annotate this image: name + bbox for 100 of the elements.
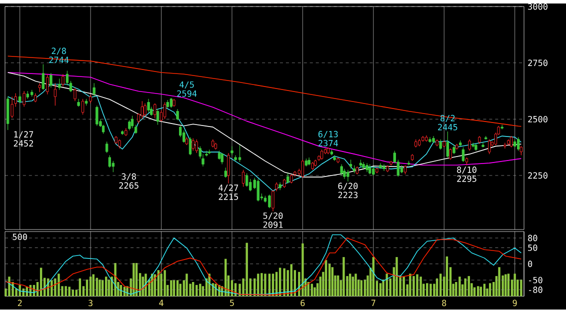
- candlestick: [382, 164, 386, 172]
- candlestick: [227, 152, 230, 184]
- candlestick: [224, 168, 227, 178]
- candlestick: [176, 108, 179, 121]
- candlestick: [140, 101, 144, 120]
- bar: [480, 286, 482, 296]
- candlestick: [249, 178, 252, 192]
- candlestick: [220, 152, 224, 165]
- candlestick: [368, 164, 372, 175]
- bar: [307, 282, 310, 296]
- bar: [379, 283, 382, 296]
- bar: [214, 284, 217, 296]
- bar: [264, 274, 266, 296]
- bar: [342, 257, 345, 296]
- candlestick: [517, 137, 520, 152]
- bar: [86, 280, 88, 296]
- bar: [132, 263, 135, 296]
- bar: [170, 280, 172, 296]
- candlestick: [66, 70, 69, 86]
- x-tick-label: 4: [159, 300, 164, 306]
- candlestick: [112, 160, 115, 173]
- candlestick: [46, 74, 49, 95]
- bar: [160, 274, 162, 296]
- bar: [50, 280, 53, 296]
- bar: [426, 283, 428, 296]
- candlestick: [192, 138, 194, 152]
- candlestick: [238, 144, 242, 162]
- x-tick-label: 8: [442, 300, 446, 306]
- candlestick: [242, 170, 245, 188]
- candlestick: [286, 173, 290, 184]
- bar: [348, 274, 352, 296]
- y2-tick-label: -50: [529, 277, 542, 284]
- candlestick: [92, 83, 96, 98]
- candlestick: [268, 194, 271, 209]
- candlestick: [256, 178, 260, 202]
- candlestick: [163, 102, 166, 120]
- candlestick: [446, 131, 449, 158]
- bar: [409, 274, 412, 296]
- bar: [498, 267, 500, 296]
- candlestick: [510, 136, 513, 148]
- candlestick: [245, 173, 248, 188]
- candlestick: [404, 165, 407, 175]
- bar: [164, 270, 166, 296]
- x-tick-label: 6: [300, 300, 305, 306]
- candlestick: [195, 139, 198, 154]
- bar: [114, 263, 116, 296]
- candlestick: [50, 72, 52, 88]
- bar: [420, 276, 422, 296]
- candlestick: [340, 164, 343, 176]
- candlestick: [349, 160, 352, 170]
- candlestick: [462, 147, 465, 162]
- x-tick-label: 7: [371, 300, 376, 306]
- bar: [331, 267, 334, 296]
- candlestick: [74, 88, 76, 102]
- bar: [98, 280, 101, 296]
- candlestick: [156, 108, 160, 126]
- bar: [199, 284, 202, 296]
- bar: [144, 274, 147, 296]
- candlestick: [69, 80, 72, 93]
- candlestick: [372, 166, 375, 176]
- bar: [260, 273, 263, 296]
- candlestick: [188, 137, 192, 156]
- candlestick: [128, 120, 131, 131]
- bar: [58, 274, 60, 296]
- candlestick: [218, 150, 221, 160]
- x-tick-label: 3: [88, 300, 92, 306]
- candlestick: [452, 144, 456, 155]
- candlestick: [118, 139, 121, 149]
- candlestick: [10, 96, 14, 119]
- candlestick: [89, 94, 92, 104]
- bar: [283, 268, 286, 296]
- annotation: 4/5 2594: [177, 82, 197, 98]
- x-tick-label: 2: [18, 300, 22, 306]
- y-tick-label: 500: [12, 234, 27, 240]
- bar: [354, 274, 357, 296]
- y2-tick-label: -80: [529, 286, 542, 294]
- candlestick: [34, 93, 37, 103]
- candlestick: [18, 94, 22, 104]
- candlestick: [272, 190, 274, 212]
- bar: [68, 286, 70, 296]
- bar: [520, 280, 522, 296]
- bar: [514, 274, 516, 296]
- y-tick-label: 3000: [528, 4, 548, 10]
- candlestick: [439, 139, 442, 150]
- bar: [186, 274, 188, 296]
- bar: [458, 276, 461, 296]
- annotation: 6/20 2223: [338, 182, 358, 198]
- candlestick: [105, 142, 108, 154]
- candlestick: [130, 116, 134, 129]
- candlestick: [282, 178, 286, 188]
- bar: [176, 280, 179, 296]
- candlestick: [488, 139, 491, 155]
- annotation: 8/10 2295: [457, 166, 476, 182]
- candlestick: [290, 174, 293, 184]
- bar: [402, 276, 405, 296]
- bar: [412, 276, 415, 296]
- candlestick: [170, 98, 173, 108]
- candlestick: [366, 163, 368, 173]
- bar: [246, 243, 248, 296]
- candlestick: [144, 103, 146, 118]
